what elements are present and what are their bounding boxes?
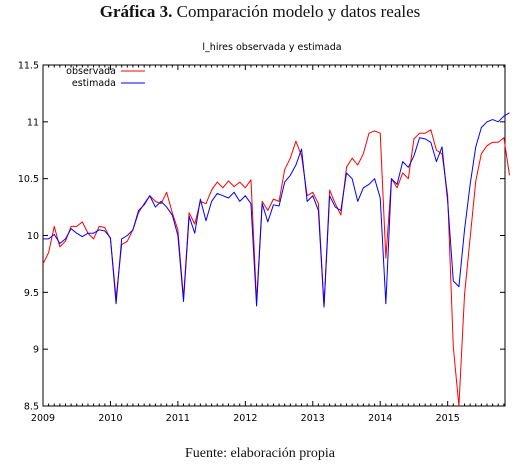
y-tick-label: 9 — [33, 345, 39, 356]
figure-title-text: Comparación modelo y datos reales — [172, 2, 421, 21]
y-tick-label: 11 — [27, 117, 39, 128]
x-tick-label: 2014 — [368, 413, 392, 424]
x-axis: 2009 2010 2011 2012 2013 2014 2015 — [31, 65, 505, 424]
y-tick-label: 8.5 — [24, 402, 39, 413]
x-tick-label: 2010 — [98, 413, 122, 424]
series-line-estimada — [43, 112, 510, 308]
x-tick-label: 2015 — [436, 413, 460, 424]
legend-label-observada: observada — [66, 66, 116, 77]
x-tick-label: 2013 — [301, 413, 325, 424]
legend-label-estimada: estimada — [72, 78, 116, 89]
y-axis: 8.5 9 9.5 10 10.5 11 11.5 — [18, 61, 505, 413]
plot-frame — [42, 64, 506, 407]
x-tick-label: 2009 — [31, 413, 55, 424]
chart-title: l_hires observada y estimada — [202, 42, 341, 53]
y-tick-label: 11.5 — [18, 61, 39, 72]
x-tick-label: 2011 — [166, 413, 190, 424]
figure-title: Gráfica 3. Comparación modelo y datos re… — [0, 2, 520, 22]
y-tick-label: 10.5 — [18, 174, 39, 185]
figure-source: Fuente: elaboración propia — [184, 446, 336, 461]
y-tick-label: 10 — [27, 231, 39, 242]
x-tick-label: 2012 — [233, 413, 257, 424]
y-tick-label: 9.5 — [24, 288, 39, 299]
series-group — [42, 112, 510, 407]
figure-title-bold: Gráfica 3. — [99, 2, 173, 21]
